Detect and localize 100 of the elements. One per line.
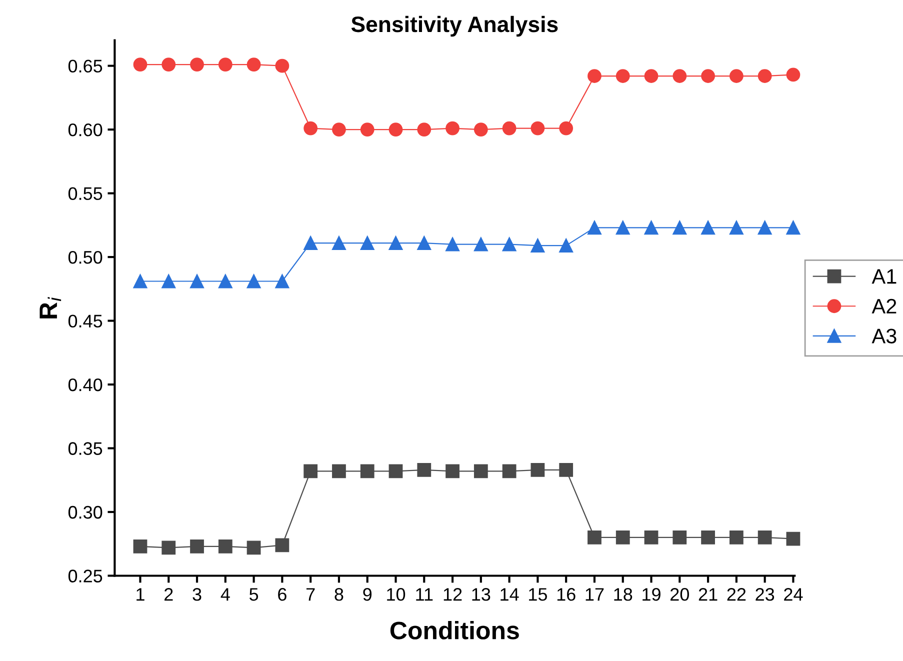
- y-tick-label: 0.25: [68, 570, 102, 582]
- point: [588, 530, 602, 544]
- x-tick-label: 21: [698, 588, 718, 601]
- x-tick-label: 24: [784, 588, 803, 601]
- point: [133, 539, 148, 554]
- point: [218, 539, 232, 554]
- point: [304, 121, 318, 136]
- point: [644, 220, 658, 235]
- y-tick-label: 0.40: [68, 378, 102, 392]
- point: [332, 236, 346, 250]
- point: [304, 236, 318, 250]
- point: [502, 464, 516, 478]
- point: [218, 274, 232, 288]
- point: [190, 539, 204, 554]
- y-tick-label: 0.55: [68, 187, 102, 200]
- point: [446, 237, 460, 252]
- y-tick-label: 0.65: [68, 60, 102, 73]
- y-tick-label: 0.60: [68, 123, 102, 136]
- point: [616, 69, 630, 83]
- x-tick-label: 4: [220, 588, 230, 601]
- point: [758, 69, 772, 83]
- point: [275, 58, 290, 73]
- legend-label: A2: [872, 298, 896, 314]
- point: [559, 462, 574, 477]
- x-tick-label: 10: [387, 588, 406, 601]
- point: [162, 274, 176, 288]
- point: [275, 274, 290, 288]
- point: [701, 530, 715, 544]
- point: [360, 236, 374, 250]
- point: [530, 121, 545, 136]
- point: [644, 530, 658, 544]
- point: [644, 69, 658, 83]
- point: [246, 540, 261, 555]
- point: [559, 238, 574, 253]
- y-axis-title: R$_{i}$: [40, 296, 62, 318]
- y-tick-label: 0.45: [68, 314, 102, 328]
- x-tick-label: 11: [416, 588, 433, 601]
- point: [588, 69, 602, 83]
- x-tick-label: 6: [278, 588, 286, 601]
- point: [218, 58, 232, 72]
- point: [758, 530, 772, 544]
- point: [332, 122, 346, 136]
- point: [588, 220, 602, 235]
- point: [786, 220, 800, 235]
- point: [360, 122, 374, 136]
- point: [162, 58, 176, 72]
- x-tick-label: 17: [586, 588, 604, 601]
- point: [275, 538, 290, 552]
- point: [190, 58, 204, 72]
- point: [304, 464, 318, 478]
- point: [446, 464, 460, 478]
- point: [701, 69, 715, 83]
- point: [616, 530, 630, 544]
- y-tick-label: 0.30: [68, 506, 102, 519]
- point: [786, 532, 800, 546]
- x-tick-label: 19: [642, 588, 660, 601]
- point: [246, 274, 261, 288]
- point: [360, 464, 374, 478]
- x-tick-label: 1: [136, 588, 144, 601]
- x-tick-label: 12: [444, 588, 462, 601]
- point: [246, 58, 261, 72]
- point: [672, 69, 687, 83]
- x-tick-label: 16: [557, 588, 576, 601]
- point: [417, 462, 432, 477]
- point: [474, 237, 488, 252]
- point: [446, 121, 460, 136]
- point: [388, 464, 403, 478]
- point: [474, 122, 488, 136]
- point: [616, 220, 630, 235]
- point: [388, 122, 403, 136]
- point: [162, 540, 176, 555]
- point: [474, 464, 488, 478]
- point: [701, 220, 715, 235]
- x-axis-title: Conditions: [390, 621, 519, 640]
- point: [672, 530, 687, 544]
- point: [672, 220, 687, 235]
- legend-label: A3: [872, 328, 896, 344]
- point: [332, 464, 346, 478]
- point: [786, 68, 800, 82]
- chart-title: Sensitivity Analysis: [351, 16, 558, 37]
- point: [417, 122, 432, 136]
- point: [729, 220, 744, 235]
- point: [758, 220, 772, 235]
- x-tick-label: 5: [250, 588, 258, 601]
- x-tick-label: 13: [472, 588, 490, 601]
- point: [530, 238, 545, 253]
- point: [530, 462, 545, 477]
- point: [388, 236, 403, 250]
- point: [417, 236, 432, 250]
- point: [133, 274, 148, 288]
- x-tick-label: 23: [756, 588, 774, 601]
- x-tick-label: 8: [334, 588, 344, 601]
- legend-label: A1: [872, 269, 896, 284]
- x-tick-label: 18: [614, 588, 632, 601]
- x-tick-label: 14: [500, 588, 519, 601]
- point: [559, 121, 574, 136]
- x-tick-label: 20: [670, 588, 689, 601]
- point: [133, 58, 148, 72]
- y-tick-label: 0.35: [68, 442, 102, 455]
- x-tick-label: 3: [192, 588, 202, 601]
